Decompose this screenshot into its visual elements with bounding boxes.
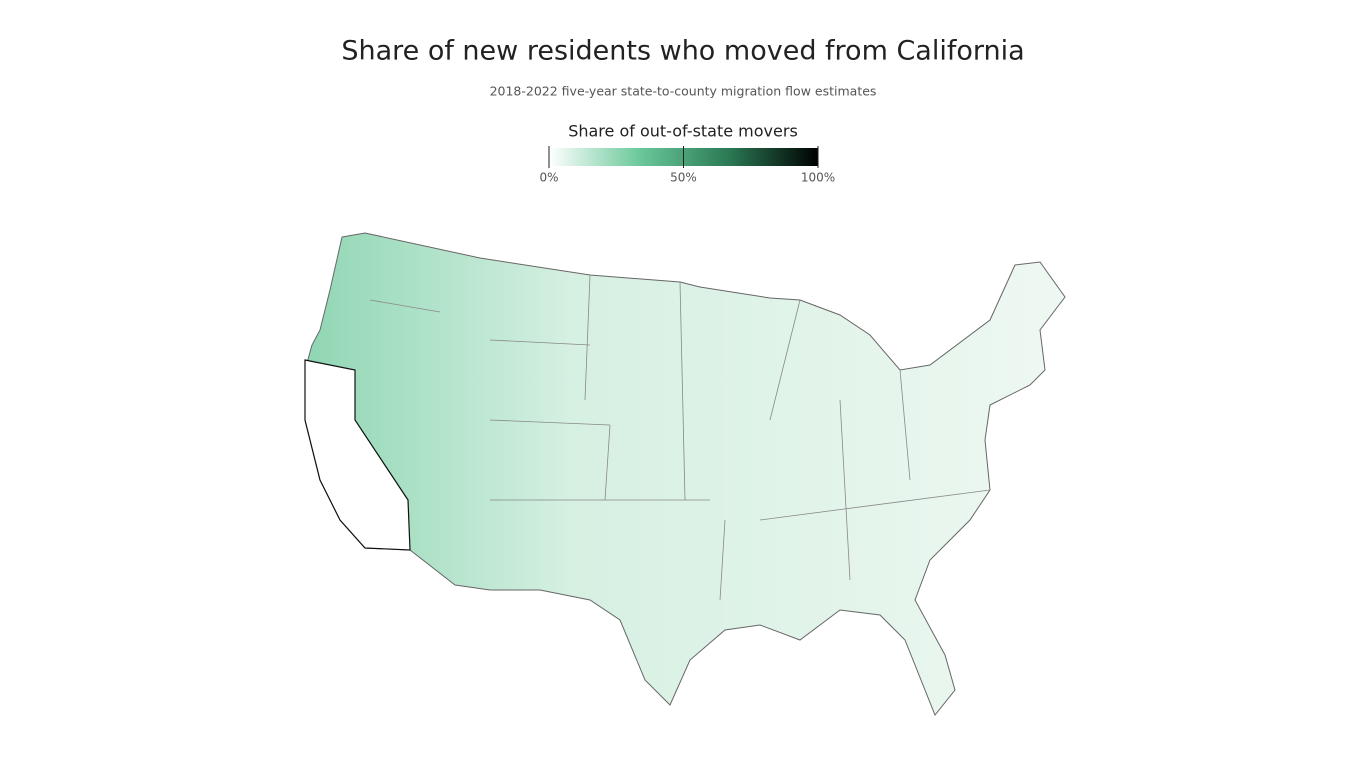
legend-tick-label: 100% xyxy=(801,171,835,185)
california xyxy=(304,359,411,551)
legend-tick-label: 50% xyxy=(670,171,697,185)
map xyxy=(304,232,1066,716)
us-land xyxy=(304,232,1066,716)
legend-tick-label: 0% xyxy=(539,171,558,185)
title: Share of new residents who moved from Ca… xyxy=(341,36,1024,67)
state-borders xyxy=(369,274,991,601)
subtitle: 2018-2022 five-year state-to-county migr… xyxy=(490,84,877,99)
legend-title: Share of out-of-state movers xyxy=(568,122,798,141)
